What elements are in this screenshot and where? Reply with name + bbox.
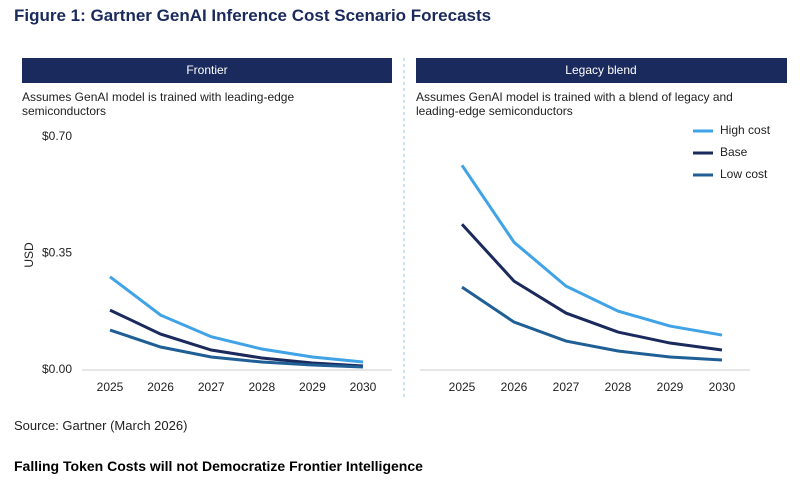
x-tick-label: 2029 — [657, 380, 684, 394]
panel-title: Legacy blend — [565, 63, 636, 77]
x-tick-label: 2028 — [248, 380, 275, 394]
y-tick-label: $0.70 — [42, 129, 72, 143]
panel-subtitle: Assumes GenAI model is trained with lead… — [22, 90, 295, 118]
x-tick-label: 2026 — [147, 380, 174, 394]
series-line — [461, 285, 723, 362]
legend-label: Low cost — [720, 167, 768, 181]
x-tick-label: 2026 — [501, 380, 528, 394]
x-tick-label: 2027 — [198, 380, 225, 394]
x-tick-label: 2029 — [299, 380, 326, 394]
legend-label: High cost — [720, 123, 771, 137]
series-line — [109, 275, 364, 364]
y-tick-label: $0.35 — [42, 246, 72, 260]
x-tick-label: 2027 — [553, 380, 580, 394]
x-tick-label: 2025 — [97, 380, 124, 394]
panel-header — [22, 58, 392, 83]
y-axis-label: USD — [22, 242, 36, 268]
panel-title: Frontier — [186, 63, 227, 77]
panel-header — [416, 58, 787, 83]
figure-title: Figure 1: Gartner GenAI Inference Cost S… — [14, 6, 492, 25]
series-line — [109, 308, 364, 368]
panel-subtitle: Assumes GenAI model is trained with a bl… — [416, 90, 733, 118]
x-tick-label: 2025 — [449, 380, 476, 394]
series-line — [460, 164, 723, 337]
x-tick-label: 2030 — [709, 380, 736, 394]
series-line — [460, 223, 723, 352]
source: Source: Gartner (March 2026) — [14, 418, 188, 433]
x-tick-label: 2028 — [605, 380, 632, 394]
x-tick-label: 2030 — [350, 380, 377, 394]
y-tick-label: $0.00 — [42, 362, 72, 376]
series-line — [109, 328, 364, 369]
legend-label: Base — [720, 145, 748, 159]
heading: Falling Token Costs will not Democratize… — [14, 458, 423, 474]
